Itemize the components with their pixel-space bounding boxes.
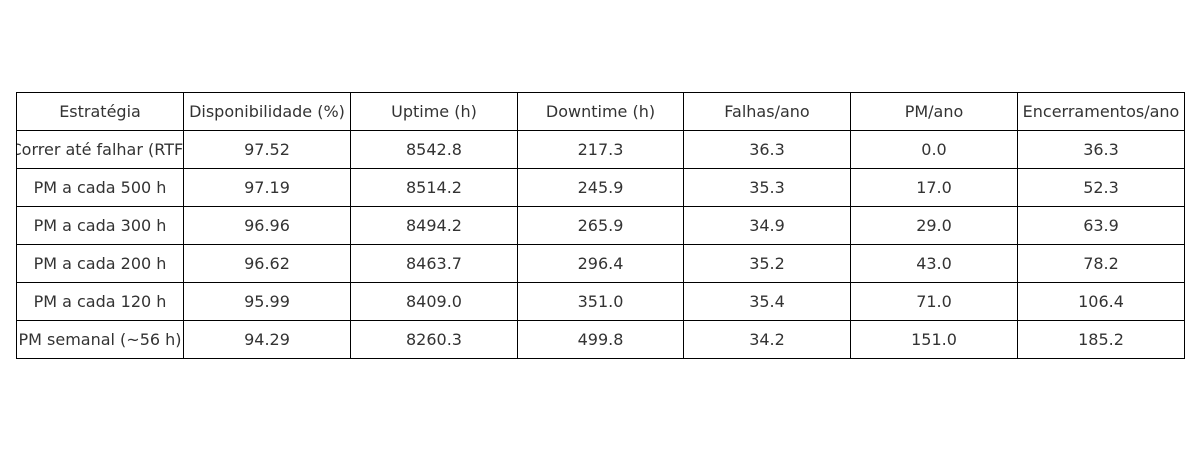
failures-cell: 34.2 [683,320,851,359]
header-cell-failures-per-year: Falhas/ano [683,92,851,131]
header-cell-shutdowns-per-year: Encerramentos/ano [1017,92,1185,131]
availability-cell: 96.62 [183,244,351,283]
row-strategy-cell: Correr até falhar (RTF) [16,130,184,169]
pm-cell: 17.0 [850,168,1018,207]
row-strategy-cell: PM a cada 300 h [16,206,184,245]
failures-cell: 35.2 [683,244,851,283]
availability-cell: 94.29 [183,320,351,359]
downtime-cell: 296.4 [517,244,684,283]
uptime-cell: 8260.3 [350,320,518,359]
header-cell-availability: Disponibilidade (%) [183,92,351,131]
uptime-cell: 8494.2 [350,206,518,245]
pm-cell: 0.0 [850,130,1018,169]
shutdowns-cell: 106.4 [1017,282,1185,321]
availability-cell: 96.96 [183,206,351,245]
header-cell-strategy: Estratégia [16,92,184,131]
downtime-cell: 351.0 [517,282,684,321]
shutdowns-cell: 36.3 [1017,130,1185,169]
table-row: PM semanal (~56 h) 94.29 8260.3 499.8 34… [16,320,1185,359]
header-cell-downtime: Downtime (h) [517,92,684,131]
pm-cell: 71.0 [850,282,1018,321]
availability-cell: 95.99 [183,282,351,321]
table-row: PM a cada 500 h 97.19 8514.2 245.9 35.3 … [16,168,1185,207]
failures-cell: 35.3 [683,168,851,207]
pm-cell: 151.0 [850,320,1018,359]
table-row: PM a cada 120 h 95.99 8409.0 351.0 35.4 … [16,282,1185,321]
availability-cell: 97.19 [183,168,351,207]
failures-cell: 36.3 [683,130,851,169]
downtime-cell: 217.3 [517,130,684,169]
failures-cell: 34.9 [683,206,851,245]
row-strategy-cell: PM a cada 120 h [16,282,184,321]
downtime-cell: 499.8 [517,320,684,359]
failures-cell: 35.4 [683,282,851,321]
uptime-cell: 8514.2 [350,168,518,207]
row-strategy-cell: PM semanal (~56 h) [16,320,184,359]
downtime-cell: 245.9 [517,168,684,207]
pm-cell: 29.0 [850,206,1018,245]
shutdowns-cell: 78.2 [1017,244,1185,283]
header-cell-pm-per-year: PM/ano [850,92,1018,131]
table-header-row: Estratégia Disponibilidade (%) Uptime (h… [16,92,1185,131]
strategy-comparison-table: Estratégia Disponibilidade (%) Uptime (h… [16,92,1185,359]
shutdowns-cell: 52.3 [1017,168,1185,207]
uptime-cell: 8463.7 [350,244,518,283]
uptime-cell: 8409.0 [350,282,518,321]
pm-cell: 43.0 [850,244,1018,283]
row-strategy-cell: PM a cada 500 h [16,168,184,207]
row-strategy-cell: PM a cada 200 h [16,244,184,283]
header-cell-uptime: Uptime (h) [350,92,518,131]
strategy-comparison-table-container: Estratégia Disponibilidade (%) Uptime (h… [16,92,1185,359]
shutdowns-cell: 185.2 [1017,320,1185,359]
table-row: PM a cada 300 h 96.96 8494.2 265.9 34.9 … [16,206,1185,245]
availability-cell: 97.52 [183,130,351,169]
table-row: PM a cada 200 h 96.62 8463.7 296.4 35.2 … [16,244,1185,283]
uptime-cell: 8542.8 [350,130,518,169]
downtime-cell: 265.9 [517,206,684,245]
shutdowns-cell: 63.9 [1017,206,1185,245]
table-row: Correr até falhar (RTF) 97.52 8542.8 217… [16,130,1185,169]
